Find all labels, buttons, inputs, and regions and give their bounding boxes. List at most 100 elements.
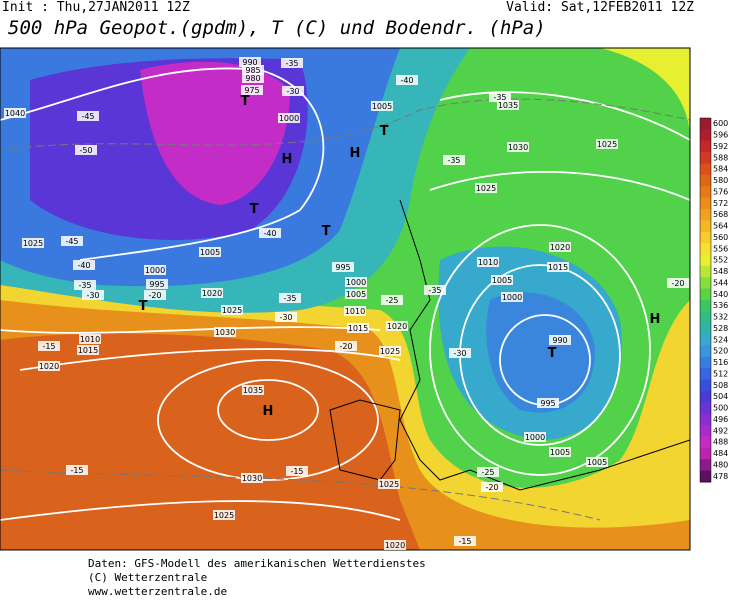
colorbar-label: 488 <box>713 438 728 447</box>
label-box <box>61 236 83 246</box>
colorbar-swatch <box>700 288 711 301</box>
colorbar-label: 588 <box>713 153 728 162</box>
colorbar-swatch <box>700 197 711 210</box>
contour-label: 1010 <box>478 258 498 267</box>
colorbar-frame <box>699 117 712 483</box>
label-box <box>259 228 281 238</box>
contour-label: 1010 <box>80 335 100 344</box>
contour-label: -15 <box>290 467 303 476</box>
label-box <box>481 482 503 492</box>
contour-label: 1005 <box>587 458 607 467</box>
contour-label: 1005 <box>372 102 392 111</box>
label-box <box>345 289 367 299</box>
colorbar-swatch <box>700 163 711 176</box>
label-box <box>75 145 97 155</box>
contour-label: 1025 <box>476 184 496 193</box>
contour-label: 1000 <box>145 266 165 275</box>
label-box <box>242 385 264 395</box>
label-box <box>501 292 523 302</box>
label-box <box>371 101 393 111</box>
label-box <box>549 447 571 457</box>
label-box <box>454 536 476 546</box>
contour-label: -20 <box>148 291 161 300</box>
contour-label: 1040 <box>5 109 25 118</box>
contour-label: 1020 <box>550 243 570 252</box>
pressure-center: T <box>241 94 250 109</box>
footer: Daten: GFS-Modell des amerikanischen Wet… <box>88 557 426 599</box>
label-box <box>345 277 367 287</box>
contour-label: 975 <box>244 86 259 95</box>
contour-label: 1025 <box>379 480 399 489</box>
label-box <box>77 345 99 355</box>
colorbar-label: 592 <box>713 142 728 151</box>
colorbar-swatch <box>700 220 711 233</box>
colorbar-label: 540 <box>713 290 728 299</box>
contour-label: 1015 <box>548 263 568 272</box>
label-box <box>213 510 235 520</box>
colorbar-label: 528 <box>713 324 728 333</box>
colorbar-swatch <box>700 425 711 437</box>
label-box <box>497 100 519 110</box>
label-box <box>77 111 99 121</box>
colorbar-swatch <box>700 186 711 199</box>
label-box <box>201 288 223 298</box>
contour-label: 1005 <box>200 248 220 257</box>
colorbar-label: 520 <box>713 347 728 356</box>
label-box <box>596 139 618 149</box>
contour-label: -35 <box>78 281 91 290</box>
colorbar-swatch <box>700 368 711 381</box>
label-box <box>489 92 511 102</box>
colorbar-swatch <box>700 243 711 255</box>
label-box <box>286 466 308 476</box>
label-box <box>396 75 418 85</box>
label-box <box>241 85 263 95</box>
contour-label: 1010 <box>345 307 365 316</box>
label-box <box>477 467 499 477</box>
label-box <box>278 113 300 123</box>
colorbar-label: 516 <box>713 358 728 367</box>
colorbar-label: 584 <box>713 165 728 174</box>
contour-label: 990 <box>552 336 567 345</box>
label-box <box>344 306 366 316</box>
label-box <box>537 398 559 408</box>
colorbar-label: 556 <box>713 244 728 253</box>
colorbar-swatch <box>700 470 711 483</box>
label-box <box>74 280 96 290</box>
contour-label: 1025 <box>380 347 400 356</box>
contour-label: 1020 <box>385 541 405 550</box>
label-box <box>549 242 571 252</box>
label-box <box>239 57 261 67</box>
colorbar-label: 600 <box>713 119 728 128</box>
pressure-center: T <box>139 299 148 314</box>
colorbar-swatch <box>700 174 711 187</box>
label-box <box>282 86 304 96</box>
label-box <box>79 334 101 344</box>
contour-label: -25 <box>385 296 398 305</box>
colorbar-label: 512 <box>713 369 728 378</box>
label-box <box>378 479 400 489</box>
contour-label: 995 <box>540 399 555 408</box>
label-box <box>475 183 497 193</box>
contour-label: 1025 <box>23 239 43 248</box>
contour-label: 1005 <box>550 448 570 457</box>
label-box <box>332 262 354 272</box>
pressure-center: T <box>250 202 259 217</box>
contour-label: -20 <box>671 279 684 288</box>
label-box <box>477 257 499 267</box>
contour-label: -35 <box>285 59 298 68</box>
label-box <box>38 341 60 351</box>
contour-label: 1020 <box>387 322 407 331</box>
contour-label: -15 <box>70 466 83 475</box>
contour-label: 985 <box>245 66 260 75</box>
label-box <box>424 285 446 295</box>
contour-label: -15 <box>458 537 471 546</box>
contour-label: -30 <box>279 313 292 322</box>
colorbar-label: 496 <box>713 415 728 424</box>
colorbar-swatch <box>700 322 711 335</box>
label-box <box>199 247 221 257</box>
contour-label: 1015 <box>348 324 368 333</box>
label-box <box>491 275 513 285</box>
contour-label: 1000 <box>279 114 299 123</box>
contour-label: 1030 <box>215 328 235 337</box>
